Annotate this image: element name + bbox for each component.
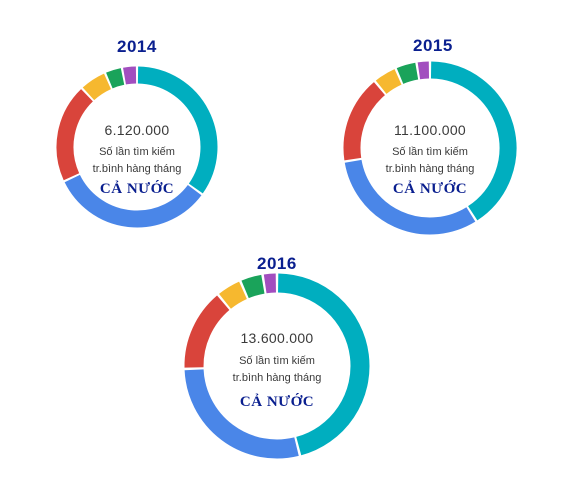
donut-purple-slice — [417, 61, 430, 80]
donut-svg — [184, 273, 370, 459]
donut-chart-2015: 2015 11.100.000 Số lần tìm kiếm tr.bình … — [330, 36, 530, 236]
donut-green-slice — [241, 274, 265, 299]
total-searches-value: 13.600.000 — [240, 330, 314, 346]
donut-purple-slice — [263, 273, 277, 294]
donut-red-slice — [184, 295, 230, 368]
chart-year-title: 2014 — [117, 37, 157, 56]
donut-chart-2016: 2016 13.600.000 Số lần tìm kiếm tr.bình … — [177, 254, 377, 459]
description-line-2: tr.bình hàng tháng — [385, 163, 475, 175]
donut-blue-slice — [64, 174, 202, 228]
donut-yellow-slice — [219, 281, 248, 309]
donut-red-slice — [343, 82, 386, 161]
description-line-1: Số lần tìm kiếm — [392, 146, 468, 158]
donut-teal-slice — [137, 66, 218, 194]
donut-yellow-slice — [82, 73, 112, 101]
donut-svg — [56, 66, 218, 228]
donut-yellow-slice — [375, 69, 402, 94]
region-label: CẢ NƯỚC — [99, 181, 175, 197]
region-label: CẢ NƯỚC — [239, 394, 315, 410]
donut-teal-slice — [430, 61, 517, 221]
total-searches-value: 6.120.000 — [104, 122, 170, 138]
chart-year-title: 2016 — [257, 254, 297, 273]
description-line-2: tr.bình hàng tháng — [92, 163, 182, 175]
donut-green-slice — [106, 68, 125, 89]
total-searches-value: 11.100.000 — [393, 122, 467, 138]
description-line-1: Số lần tìm kiếm — [239, 355, 315, 367]
donut-teal-slice — [277, 273, 370, 456]
donut-svg — [343, 61, 517, 235]
donut-chart-2014: 2014 6.120.000 Số lần tìm kiếm tr.bình h… — [37, 37, 237, 237]
description-line-2: tr.bình hàng tháng — [232, 372, 322, 384]
chart-year-title: 2015 — [413, 36, 453, 55]
region-label: CẢ NƯỚC — [392, 181, 468, 197]
donut-blue-slice — [344, 159, 476, 235]
donut-green-slice — [396, 62, 419, 84]
donut-blue-slice — [184, 369, 299, 459]
donut-purple-slice — [123, 66, 137, 85]
description-line-1: Số lần tìm kiếm — [99, 146, 175, 158]
donut-red-slice — [56, 89, 94, 181]
